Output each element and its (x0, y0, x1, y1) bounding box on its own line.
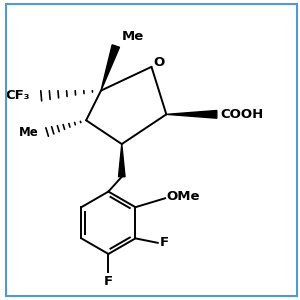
Text: Me: Me (122, 30, 144, 43)
Text: Me: Me (19, 126, 39, 139)
Polygon shape (118, 144, 125, 177)
Text: OMe: OMe (167, 190, 200, 203)
Text: F: F (160, 236, 169, 249)
Text: COOH: COOH (220, 108, 264, 121)
Text: O: O (153, 56, 164, 69)
Polygon shape (101, 45, 119, 91)
Text: CF₃: CF₃ (5, 88, 30, 101)
Text: F: F (104, 275, 113, 288)
Polygon shape (166, 110, 217, 118)
